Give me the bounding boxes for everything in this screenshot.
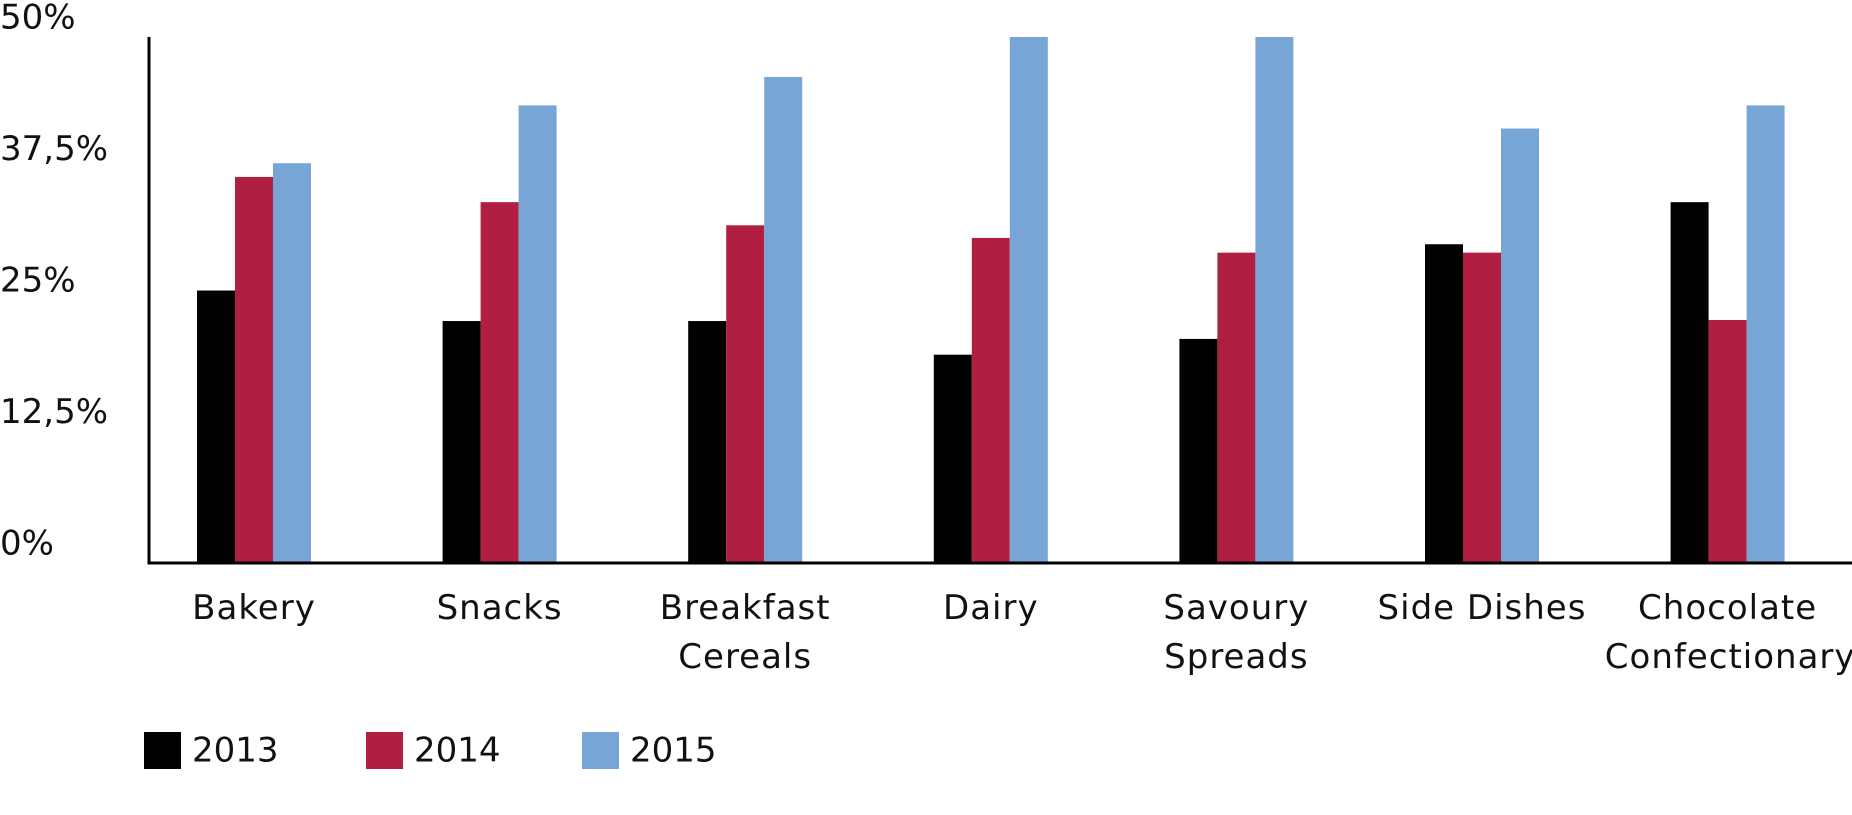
y-tick-label: 25% xyxy=(0,261,76,301)
x-tick-label: Bakery xyxy=(192,588,316,628)
bar xyxy=(197,290,235,563)
x-tick-label: Side Dishes xyxy=(1377,588,1587,628)
x-tick-label: Chocolate Confectionary xyxy=(1604,588,1852,677)
bar xyxy=(1425,244,1463,563)
bar xyxy=(971,237,1010,563)
bar xyxy=(1670,202,1709,563)
x-tick-label: Breakfast Cereals xyxy=(659,588,831,677)
bar xyxy=(518,105,557,563)
y-tick-label: 0% xyxy=(0,524,54,564)
legend-label: 2014 xyxy=(414,731,501,771)
bar xyxy=(764,76,803,563)
y-tick-label: 12,5% xyxy=(0,392,108,432)
bar xyxy=(480,202,519,563)
legend-swatch xyxy=(582,732,619,769)
y-tick-label: 50% xyxy=(0,0,76,38)
bar xyxy=(1746,105,1785,563)
legend-swatch xyxy=(144,732,181,769)
bar xyxy=(1501,128,1539,564)
bar xyxy=(688,321,727,563)
bar xyxy=(726,225,765,564)
bar xyxy=(933,354,972,563)
legend-label: 2013 xyxy=(192,731,279,771)
bar xyxy=(1217,252,1256,563)
bar xyxy=(235,176,273,563)
legend-label: 2015 xyxy=(630,731,717,771)
x-tick-label: Savoury Spreads xyxy=(1163,588,1310,677)
bar xyxy=(273,163,311,564)
legend-swatch xyxy=(366,732,403,769)
bar xyxy=(1255,37,1294,563)
y-tick-label: 37,5% xyxy=(0,129,108,169)
bar xyxy=(1179,338,1218,563)
x-tick-label: Dairy xyxy=(943,588,1039,628)
bar xyxy=(1009,37,1048,563)
x-tick-label: Snacks xyxy=(436,588,563,628)
bar xyxy=(442,321,481,563)
bar xyxy=(1708,319,1747,563)
bar xyxy=(1463,252,1501,563)
